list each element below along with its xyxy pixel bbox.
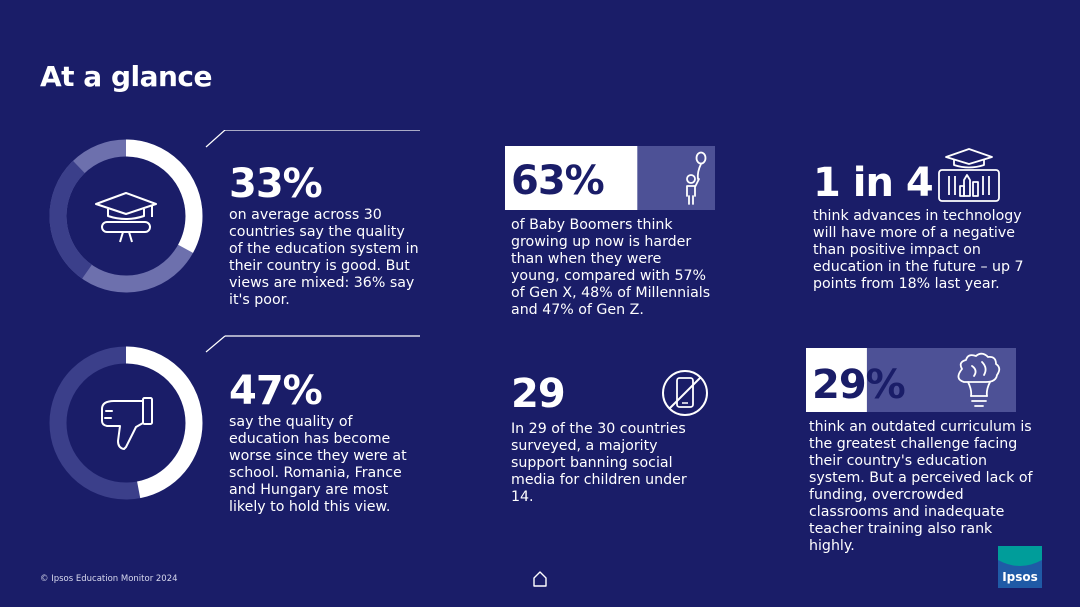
- ipsos-logo-text: Ipsos: [1002, 570, 1038, 584]
- no-phone-icon: [662, 370, 708, 416]
- stat-text-2: say the quality of education has become …: [229, 414, 407, 515]
- bar-box-63: 63%: [505, 146, 715, 210]
- stat-value-4: 29: [511, 371, 566, 417]
- bar-fill-29: [806, 348, 867, 412]
- stat-text-6: think an outdated curriculum is the grea…: [809, 419, 1033, 554]
- stat-value-5: 1 in 4: [813, 160, 934, 206]
- ring-value-33: [49, 139, 203, 293]
- thumbs-down-icon: [101, 397, 153, 450]
- stat-value-2: 47%: [229, 368, 323, 414]
- ipsos-logo: Ipsos: [998, 546, 1042, 588]
- child-balloon-icon: [686, 151, 707, 205]
- bar-box-29: 29%: [806, 348, 1016, 412]
- lightbulb-brain-icon: [957, 352, 1001, 407]
- school-building-icon: [938, 148, 1000, 202]
- ring-segment-dark: [49, 139, 203, 293]
- ring-chart-47: [49, 335, 420, 500]
- ring-value-47: [49, 346, 203, 500]
- ring-chart-33: [49, 130, 420, 293]
- stat-text-5: think advances in technology will have m…: [813, 208, 1024, 292]
- stat-text-4: In 29 of the 30 countries surveyed, a ma…: [511, 421, 687, 505]
- stat-text-3: of Baby Boomers think growing up now is …: [511, 217, 711, 318]
- graduation-cap-diploma-icon: [95, 192, 157, 243]
- bar-fill-63: [505, 146, 638, 210]
- stat-value-6: 29%: [812, 362, 905, 408]
- home-icon[interactable]: [532, 570, 548, 588]
- page-title: At a glance: [40, 60, 213, 93]
- stat-value-3: 63%: [511, 158, 604, 204]
- copyright-text: © Ipsos Education Monitor 2024: [40, 574, 178, 584]
- stat-value-1: 33%: [229, 161, 323, 207]
- stat-text-1: on average across 30 countries say the q…: [229, 207, 419, 308]
